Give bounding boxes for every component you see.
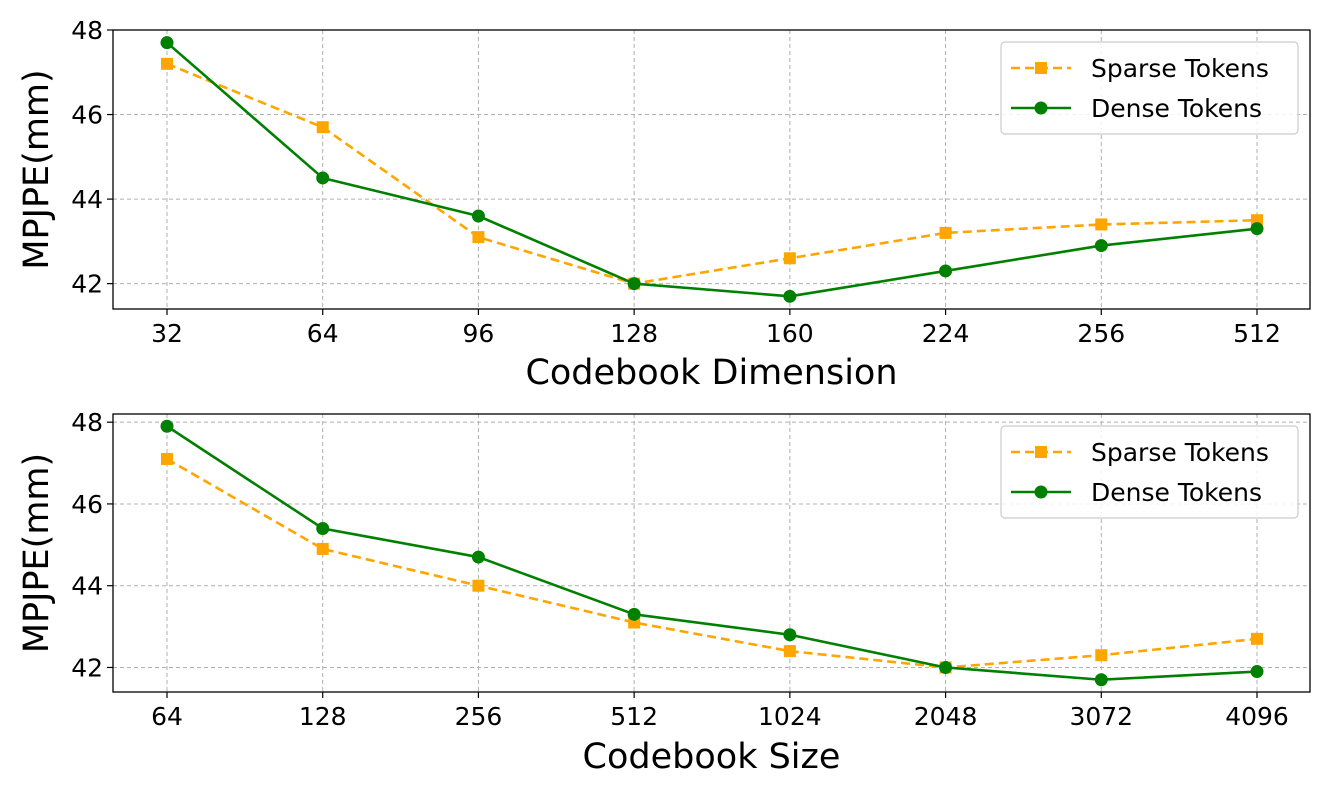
legend-box xyxy=(1000,41,1299,135)
y-tick-label: 46 xyxy=(71,490,103,519)
y-tick-label: 44 xyxy=(71,185,103,214)
series-dense-tokens xyxy=(160,419,1264,687)
x-tick-label: 256 xyxy=(455,702,503,731)
legend: Sparse Tokens Dense Tokens xyxy=(1000,41,1299,135)
x-tick-label: 128 xyxy=(299,702,347,731)
data-point-square xyxy=(472,231,485,244)
data-point-circle xyxy=(783,289,797,303)
legend-label: Sparse Tokens xyxy=(1091,438,1269,467)
legend-box xyxy=(1000,425,1299,519)
legend-marker-square xyxy=(1035,62,1047,74)
data-point-square xyxy=(316,121,329,134)
data-point-circle xyxy=(1094,673,1108,687)
x-tick-label: 224 xyxy=(922,319,970,348)
x-tick-label: 512 xyxy=(610,702,658,731)
x-tick-label: 160 xyxy=(766,319,814,348)
y-tick-label: 42 xyxy=(71,270,103,299)
data-point-circle xyxy=(160,36,174,50)
x-tick-label: 64 xyxy=(307,319,339,348)
data-point-circle xyxy=(1094,239,1108,253)
data-point-square xyxy=(472,579,485,592)
y-tick-label: 42 xyxy=(71,653,103,682)
data-point-square xyxy=(783,645,796,658)
x-tick-label: 4096 xyxy=(1225,702,1289,731)
y-tick-label: 48 xyxy=(71,408,103,437)
data-point-square xyxy=(1095,218,1108,231)
data-point-circle xyxy=(471,209,485,223)
data-point-circle xyxy=(939,264,953,278)
x-tick-label: 96 xyxy=(463,319,495,348)
legend-label: Sparse Tokens xyxy=(1091,54,1269,83)
y-axis-label: MPJPE(mm) xyxy=(17,69,57,269)
legend-marker-circle xyxy=(1034,485,1048,499)
data-point-circle xyxy=(939,660,953,674)
data-point-circle xyxy=(783,628,797,642)
data-point-circle xyxy=(1250,222,1264,236)
data-point-square xyxy=(783,252,796,265)
y-tick-label: 46 xyxy=(71,101,103,130)
y-tick-label: 44 xyxy=(71,572,103,601)
x-tick-label: 64 xyxy=(151,702,183,731)
x-axis-label: Codebook Size xyxy=(583,737,841,777)
axes-frame xyxy=(112,413,1311,693)
axes-frame xyxy=(112,29,1311,310)
data-point-circle xyxy=(160,419,174,433)
data-point-square xyxy=(1095,649,1108,662)
data-point-circle xyxy=(627,277,641,291)
data-point-square xyxy=(161,57,173,70)
legend: Sparse Tokens Dense Tokens xyxy=(1000,425,1299,519)
data-point-circle xyxy=(316,171,330,185)
x-axis-label: Codebook Dimension xyxy=(525,353,897,393)
data-point-circle xyxy=(627,607,641,621)
data-point-circle xyxy=(316,521,330,535)
series-dense-tokens xyxy=(160,36,1264,303)
x-tick-label: 2048 xyxy=(914,702,978,731)
series-line xyxy=(166,62,1258,285)
legend-label: Dense Tokens xyxy=(1091,94,1262,123)
series-line xyxy=(166,457,1258,669)
data-point-square xyxy=(316,542,329,555)
x-tick-label: 32 xyxy=(151,319,183,348)
x-tick-label: 512 xyxy=(1233,319,1281,348)
data-point-square xyxy=(161,452,173,465)
y-tick-label: 48 xyxy=(71,16,103,45)
x-tick-label: 1024 xyxy=(758,702,822,731)
subplot-2: 64 128 256 512 1024 2048 3072 4096 42 44 46 48 Codeb… xyxy=(17,408,1311,777)
x-tick-label: 128 xyxy=(610,319,658,348)
y-axis-label: MPJPE(mm) xyxy=(17,453,57,653)
x-tick-label: 3072 xyxy=(1069,702,1133,731)
data-point-circle xyxy=(1250,665,1264,679)
data-point-square xyxy=(1251,632,1263,645)
x-tick-label: 256 xyxy=(1077,319,1125,348)
subplot-1: 32 64 96 128 160 224 256 512 42 44 46 48 Codebook Di… xyxy=(17,16,1311,393)
legend-marker-square xyxy=(1035,446,1047,458)
data-point-square xyxy=(939,226,952,239)
data-point-circle xyxy=(471,550,485,564)
series-line xyxy=(166,41,1258,298)
legend-label: Dense Tokens xyxy=(1091,478,1262,507)
legend-marker-circle xyxy=(1034,101,1048,115)
series-line xyxy=(166,425,1258,682)
